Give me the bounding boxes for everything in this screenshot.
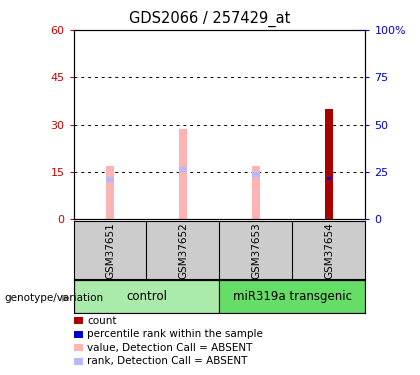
Bar bbox=[74, 280, 220, 313]
Bar bbox=[106, 177, 114, 182]
Text: percentile rank within the sample: percentile rank within the sample bbox=[87, 329, 263, 339]
Bar bbox=[327, 177, 331, 180]
Text: control: control bbox=[126, 290, 167, 303]
Bar bbox=[105, 166, 114, 219]
Text: miR319a transgenic: miR319a transgenic bbox=[233, 290, 352, 303]
Text: value, Detection Call = ABSENT: value, Detection Call = ABSENT bbox=[87, 343, 252, 352]
Text: GSM37651: GSM37651 bbox=[105, 222, 115, 279]
Bar bbox=[252, 166, 260, 219]
Bar bbox=[220, 280, 365, 313]
Text: count: count bbox=[87, 316, 116, 326]
Text: rank, Detection Call = ABSENT: rank, Detection Call = ABSENT bbox=[87, 356, 247, 366]
Text: GDS2066 / 257429_at: GDS2066 / 257429_at bbox=[129, 10, 291, 27]
Bar bbox=[325, 109, 333, 219]
Text: GSM37654: GSM37654 bbox=[324, 222, 334, 279]
Text: GSM37653: GSM37653 bbox=[251, 222, 261, 279]
Bar bbox=[252, 172, 260, 177]
Bar bbox=[325, 148, 333, 153]
Bar bbox=[178, 129, 187, 219]
Text: GSM37652: GSM37652 bbox=[178, 222, 188, 279]
Bar bbox=[179, 167, 186, 172]
Text: genotype/variation: genotype/variation bbox=[4, 293, 103, 303]
Bar bbox=[325, 109, 333, 219]
